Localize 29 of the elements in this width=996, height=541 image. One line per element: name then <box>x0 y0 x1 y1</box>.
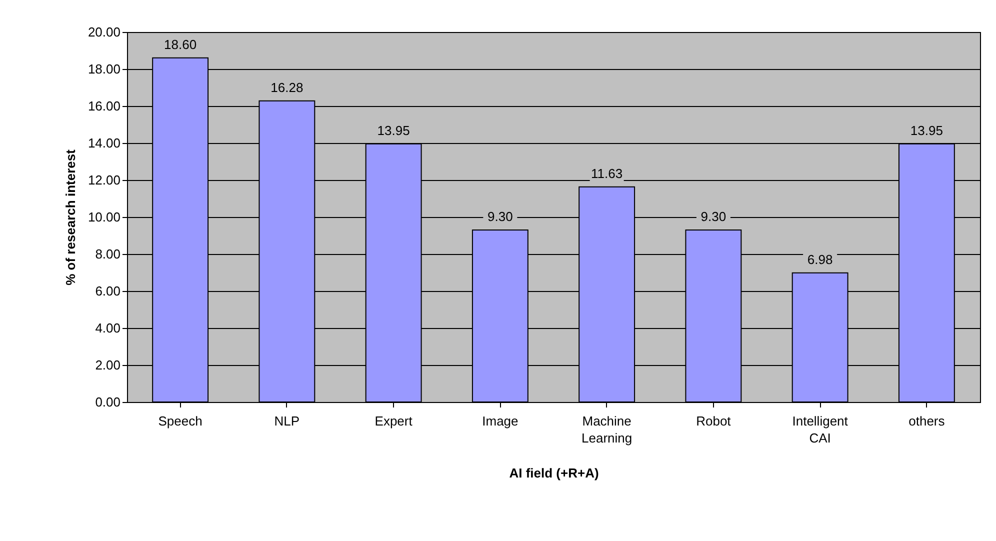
y-tick-label: 0.00 <box>95 394 120 410</box>
y-axis-title: % of research interest <box>62 148 78 286</box>
x-tick-label: Speech <box>158 414 202 428</box>
y-tick-label: 14.00 <box>88 136 120 150</box>
x-tick-label: Expert <box>374 414 413 428</box>
data-label: 13.95 <box>377 122 410 138</box>
x-tick-label: others <box>908 414 946 428</box>
data-label: 13.95 <box>910 122 943 138</box>
y-tick-label: 6.00 <box>95 284 120 298</box>
y-tick-label: 2.00 <box>95 358 120 372</box>
y-tick-label: 16.00 <box>88 98 120 114</box>
data-label: 9.30 <box>488 208 513 224</box>
y-tick-label: 10.00 <box>88 210 120 224</box>
x-tick-label: Intelligent CAI <box>792 414 848 446</box>
x-tick-label: NLP <box>274 414 300 428</box>
data-label: 6.98 <box>807 252 833 267</box>
data-label: 16.28 <box>270 80 304 95</box>
x-tick-label: Robot <box>696 414 732 428</box>
data-label: 11.63 <box>591 166 623 181</box>
data-label: 18.60 <box>164 36 197 52</box>
y-tick-label: 20.00 <box>88 24 120 40</box>
y-tick-label: 12.00 <box>88 172 120 188</box>
y-tick-label: 8.00 <box>95 246 120 262</box>
data-label: 9.30 <box>700 208 726 224</box>
x-tick-label: Machine Learning <box>582 414 632 446</box>
x-axis-title: AI field (+R+A) <box>509 466 599 480</box>
y-tick-label: 4.00 <box>95 320 120 336</box>
y-tick-label: 18.00 <box>88 62 120 76</box>
x-tick-label: Image <box>482 414 518 428</box>
